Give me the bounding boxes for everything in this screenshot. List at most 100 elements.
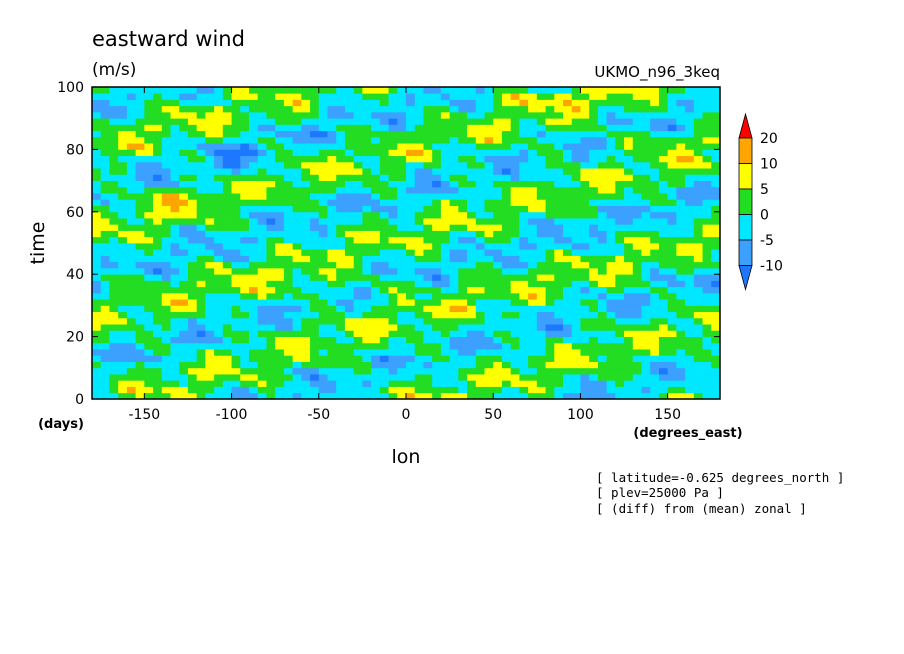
heatmap-cell xyxy=(519,324,529,331)
heatmap-cell xyxy=(170,143,180,150)
heatmap-cell xyxy=(292,87,302,94)
heatmap-cell xyxy=(397,342,407,350)
heatmap-cell xyxy=(693,236,703,244)
heatmap-cell xyxy=(536,93,546,100)
heatmap-cell xyxy=(475,155,485,163)
heatmap-cell xyxy=(283,274,294,281)
heatmap-cell xyxy=(484,211,494,219)
heatmap-cell xyxy=(606,186,616,194)
heatmap-cell xyxy=(650,218,660,225)
heatmap-cell xyxy=(371,168,381,175)
heatmap-cell xyxy=(344,136,355,144)
heatmap-cell xyxy=(144,292,154,300)
heatmap-cell xyxy=(589,218,599,225)
heatmap-cell xyxy=(641,174,651,181)
heatmap-cell xyxy=(545,218,555,225)
heatmap-cell xyxy=(310,99,320,107)
heatmap-cell xyxy=(676,161,686,169)
heatmap-cell xyxy=(423,105,433,113)
heatmap-cell xyxy=(257,292,267,300)
heatmap-cell xyxy=(353,93,363,100)
heatmap-cell xyxy=(432,224,442,231)
heatmap-cell xyxy=(510,161,520,169)
heatmap-cell xyxy=(493,161,503,169)
heatmap-cell xyxy=(658,130,669,138)
heatmap-cell xyxy=(406,299,416,306)
heatmap-cell xyxy=(179,349,189,356)
heatmap-cell xyxy=(266,199,276,206)
heatmap-cell xyxy=(222,380,232,387)
heatmap-cell xyxy=(187,136,198,144)
heatmap-cell xyxy=(275,155,285,163)
heatmap-cell xyxy=(318,230,328,238)
heatmap-cell xyxy=(310,230,320,238)
heatmap-cell xyxy=(554,87,564,94)
heatmap-cell xyxy=(240,317,250,325)
heatmap-cell xyxy=(100,130,110,138)
heatmap-cell xyxy=(597,218,608,225)
heatmap-cell xyxy=(510,317,520,325)
heatmap-cell xyxy=(257,243,267,250)
heatmap-cell xyxy=(467,324,477,331)
heatmap-cell xyxy=(519,280,529,288)
heatmap-cell xyxy=(118,324,128,331)
heatmap-cell xyxy=(484,168,494,175)
heatmap-cell xyxy=(606,174,616,181)
heatmap-cell xyxy=(222,292,232,300)
heatmap-cell xyxy=(658,136,669,144)
heatmap-cell xyxy=(283,305,294,313)
heatmap-cell xyxy=(475,168,485,175)
heatmap-cell xyxy=(397,105,407,113)
heatmap-cell xyxy=(144,93,154,100)
heatmap-cell xyxy=(275,324,285,331)
heatmap-cell xyxy=(423,336,433,344)
heatmap-cell xyxy=(249,224,259,231)
heatmap-cell xyxy=(711,374,721,381)
heatmap-cell xyxy=(388,111,398,119)
heatmap-cell xyxy=(484,342,494,350)
heatmap-cell xyxy=(397,218,407,225)
heatmap-cell xyxy=(467,205,477,213)
heatmap-cell xyxy=(388,186,398,194)
heatmap-cell xyxy=(292,330,302,337)
heatmap-cell xyxy=(179,255,189,263)
heatmap-cell xyxy=(519,267,529,275)
heatmap-cell xyxy=(667,224,677,231)
heatmap-cell xyxy=(702,311,712,319)
heatmap-cell xyxy=(519,236,529,244)
heatmap-cell xyxy=(379,218,389,225)
heatmap-cell xyxy=(693,118,703,125)
heatmap-cell xyxy=(353,130,363,138)
heatmap-cell xyxy=(371,149,381,157)
heatmap-cell xyxy=(257,124,267,132)
heatmap-cell xyxy=(501,180,512,188)
heatmap-cell xyxy=(667,392,677,400)
heatmap-cell xyxy=(318,380,328,387)
heatmap-cell xyxy=(344,267,355,275)
heatmap-cell xyxy=(711,243,721,250)
heatmap-cell xyxy=(501,161,512,169)
heatmap-cell xyxy=(92,99,102,107)
heatmap-cell xyxy=(336,118,346,125)
heatmap-cell xyxy=(510,218,520,225)
heatmap-cell xyxy=(135,111,145,119)
heatmap-cell xyxy=(676,186,686,194)
heatmap-cell xyxy=(205,224,215,231)
heatmap-cell xyxy=(545,342,555,350)
heatmap-cell xyxy=(144,267,154,275)
heatmap-cell xyxy=(641,299,651,306)
heatmap-cell xyxy=(161,342,171,350)
heatmap-cell xyxy=(702,342,712,350)
heatmap-cell xyxy=(432,193,442,200)
heatmap-cell xyxy=(615,186,625,194)
heatmap-cell xyxy=(397,261,407,269)
heatmap-cell xyxy=(641,336,651,344)
heatmap-cell xyxy=(231,224,241,231)
heatmap-cell xyxy=(205,149,215,157)
heatmap-cell xyxy=(371,311,381,319)
heatmap-cell xyxy=(310,186,320,194)
heatmap-cell xyxy=(222,324,232,331)
heatmap-cell xyxy=(510,243,520,250)
heatmap-cell xyxy=(554,280,564,288)
heatmap-cell xyxy=(414,199,424,206)
